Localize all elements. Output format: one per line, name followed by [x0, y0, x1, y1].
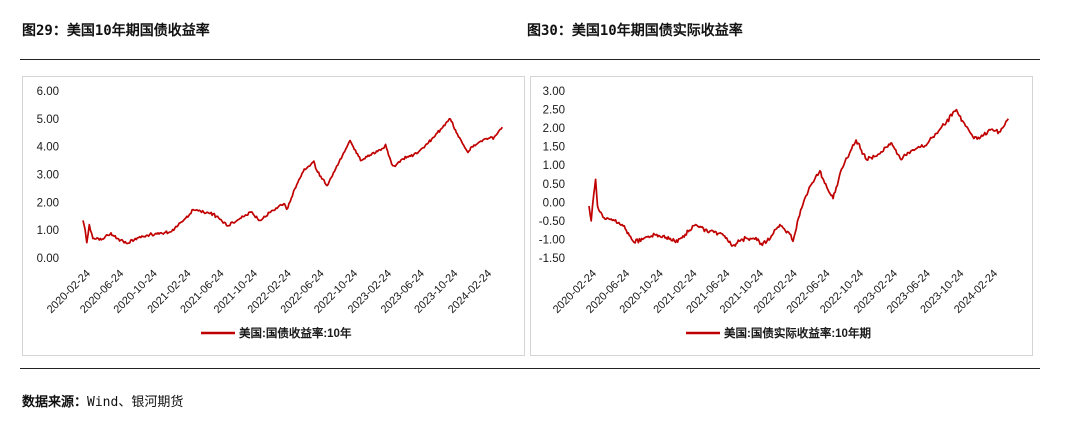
y-tick-label: 3.00	[37, 170, 59, 182]
bottom-divider	[20, 368, 1040, 369]
legend-label: 美国:国债实际收益率:10年期	[724, 326, 871, 340]
y-tick-label: 3.00	[543, 86, 565, 98]
y-tick-label: -1.50	[539, 253, 565, 265]
y-tick-label: 2.00	[543, 123, 565, 135]
figure-30-title: 图30：美国10年期国债实际收益率	[527, 23, 743, 39]
y-tick-label: -1.00	[539, 234, 565, 246]
y-tick-label: 2.00	[37, 197, 59, 209]
series-line	[82, 117, 504, 245]
y-tick-label: 2.50	[543, 105, 565, 117]
y-tick-label: 4.00	[37, 142, 59, 154]
y-tick-label: 1.50	[543, 142, 565, 154]
y-tick-label: 0.00	[543, 197, 565, 209]
figure-29-title: 图29：美国10年期国债收益率	[22, 23, 210, 39]
source-label: 数据来源：	[22, 395, 88, 410]
y-tick-label: 6.00	[37, 86, 59, 98]
series-line	[588, 108, 1009, 247]
y-tick-label: 0.50	[543, 179, 565, 191]
y-tick-label: -0.50	[539, 216, 565, 228]
y-tick-label: 1.00	[37, 225, 59, 237]
chart-panel-nominal-yield: 6.00 5.00 4.00 3.00 2.00 1.00 0.00 2020-02-24 20…	[22, 76, 525, 356]
y-tick-label: 5.00	[37, 114, 59, 126]
source-value: Wind、银河期货	[87, 395, 184, 410]
top-divider	[20, 59, 1040, 60]
real-yield-chart: 3.00 2.50 2.00 1.50 1.00 0.50 0.00 -0.50 -1.00 -1…	[539, 86, 1009, 340]
data-source: 数据来源：Wind、银河期货	[22, 391, 183, 410]
legend-label: 美国:国债收益率:10年	[239, 326, 352, 340]
nominal-yield-chart: 6.005.004.003.002.001.000.002020-02-2420…	[37, 86, 504, 340]
chart-panel-real-yield: 3.00 2.50 2.00 1.50 1.00 0.50 0.00 -0.50 -1.00 -1…	[530, 76, 1033, 356]
y-tick-label: 0.00	[37, 253, 59, 265]
y-tick-label: 1.00	[543, 160, 565, 172]
